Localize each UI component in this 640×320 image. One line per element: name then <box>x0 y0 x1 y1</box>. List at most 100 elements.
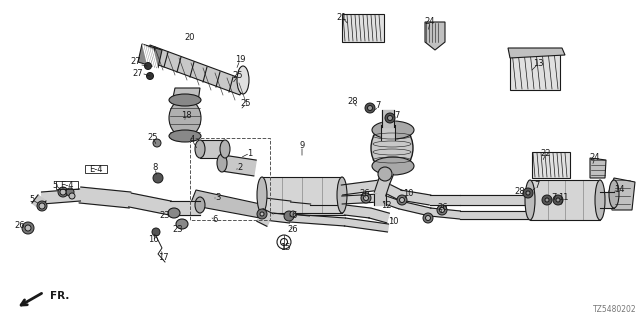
Bar <box>190 138 270 220</box>
Polygon shape <box>289 202 310 216</box>
Ellipse shape <box>257 209 267 219</box>
Text: E-4: E-4 <box>89 165 103 174</box>
Polygon shape <box>264 198 291 215</box>
Polygon shape <box>129 193 172 215</box>
Text: 6: 6 <box>291 212 297 220</box>
Text: E-4: E-4 <box>60 181 74 190</box>
Polygon shape <box>460 195 530 205</box>
Ellipse shape <box>397 195 407 205</box>
Text: 3: 3 <box>215 194 221 203</box>
Bar <box>532 152 570 178</box>
Polygon shape <box>378 180 402 199</box>
Ellipse shape <box>195 197 205 213</box>
Polygon shape <box>290 214 346 226</box>
Text: 26: 26 <box>288 226 298 235</box>
Ellipse shape <box>25 225 31 231</box>
Text: 9: 9 <box>300 141 305 150</box>
Text: 1: 1 <box>248 148 253 157</box>
Text: 28: 28 <box>515 188 525 196</box>
Ellipse shape <box>553 195 563 205</box>
Ellipse shape <box>220 140 230 158</box>
Ellipse shape <box>152 228 160 236</box>
Ellipse shape <box>257 177 267 213</box>
Ellipse shape <box>39 203 45 209</box>
Polygon shape <box>145 45 245 95</box>
Polygon shape <box>429 208 460 219</box>
Polygon shape <box>608 178 635 210</box>
Polygon shape <box>590 158 606 178</box>
Ellipse shape <box>169 99 201 137</box>
Ellipse shape <box>523 188 533 198</box>
Polygon shape <box>381 125 395 140</box>
Ellipse shape <box>69 193 75 199</box>
Text: 7: 7 <box>534 181 540 190</box>
Ellipse shape <box>145 62 152 69</box>
Ellipse shape <box>387 116 392 121</box>
Polygon shape <box>425 22 445 50</box>
Ellipse shape <box>437 205 447 215</box>
Text: 6: 6 <box>212 215 218 225</box>
Text: 5: 5 <box>29 196 35 204</box>
Polygon shape <box>399 190 431 205</box>
Polygon shape <box>341 180 381 195</box>
Ellipse shape <box>426 215 431 220</box>
Ellipse shape <box>372 121 414 139</box>
Ellipse shape <box>290 211 296 217</box>
Text: 26: 26 <box>438 204 448 212</box>
Ellipse shape <box>423 213 433 223</box>
Polygon shape <box>221 155 256 176</box>
Text: 20: 20 <box>185 34 195 43</box>
Text: 27: 27 <box>131 58 141 67</box>
Polygon shape <box>399 201 431 216</box>
Ellipse shape <box>545 198 549 202</box>
Text: 23: 23 <box>160 212 170 220</box>
Polygon shape <box>138 44 162 68</box>
Text: 7: 7 <box>394 111 400 121</box>
Ellipse shape <box>147 73 154 79</box>
Ellipse shape <box>556 198 560 202</box>
Text: 4: 4 <box>189 135 195 145</box>
Text: 5: 5 <box>52 180 58 189</box>
Polygon shape <box>32 195 46 209</box>
Polygon shape <box>379 194 401 209</box>
Text: 14: 14 <box>614 186 624 195</box>
Polygon shape <box>170 201 200 215</box>
Ellipse shape <box>168 208 180 218</box>
Polygon shape <box>510 50 560 90</box>
Bar <box>56 181 78 189</box>
Text: 23: 23 <box>173 225 183 234</box>
Polygon shape <box>374 180 390 196</box>
Polygon shape <box>42 189 81 204</box>
Polygon shape <box>378 170 394 184</box>
Polygon shape <box>344 205 371 218</box>
Ellipse shape <box>176 219 188 229</box>
Text: 24: 24 <box>589 154 600 163</box>
Ellipse shape <box>372 157 414 175</box>
Bar <box>530 180 600 220</box>
Text: 22: 22 <box>541 149 551 158</box>
Ellipse shape <box>371 123 413 173</box>
Polygon shape <box>460 211 530 219</box>
Ellipse shape <box>609 180 619 208</box>
Polygon shape <box>342 194 380 204</box>
Polygon shape <box>190 190 265 218</box>
Text: TZ5480202: TZ5480202 <box>593 305 637 314</box>
Text: 24: 24 <box>425 18 435 27</box>
Text: 10: 10 <box>403 189 413 198</box>
Bar <box>85 165 107 173</box>
Text: 15: 15 <box>280 243 291 252</box>
Ellipse shape <box>385 113 395 123</box>
Text: 17: 17 <box>157 252 168 261</box>
Ellipse shape <box>365 103 375 113</box>
Polygon shape <box>344 218 388 232</box>
Ellipse shape <box>217 154 227 172</box>
Text: 19: 19 <box>235 55 245 65</box>
Ellipse shape <box>237 66 249 94</box>
Polygon shape <box>382 110 394 127</box>
Text: 16: 16 <box>148 235 158 244</box>
Text: 25: 25 <box>241 100 252 108</box>
Ellipse shape <box>399 197 404 203</box>
Ellipse shape <box>153 173 163 183</box>
Polygon shape <box>430 195 460 205</box>
Text: 13: 13 <box>532 60 543 68</box>
